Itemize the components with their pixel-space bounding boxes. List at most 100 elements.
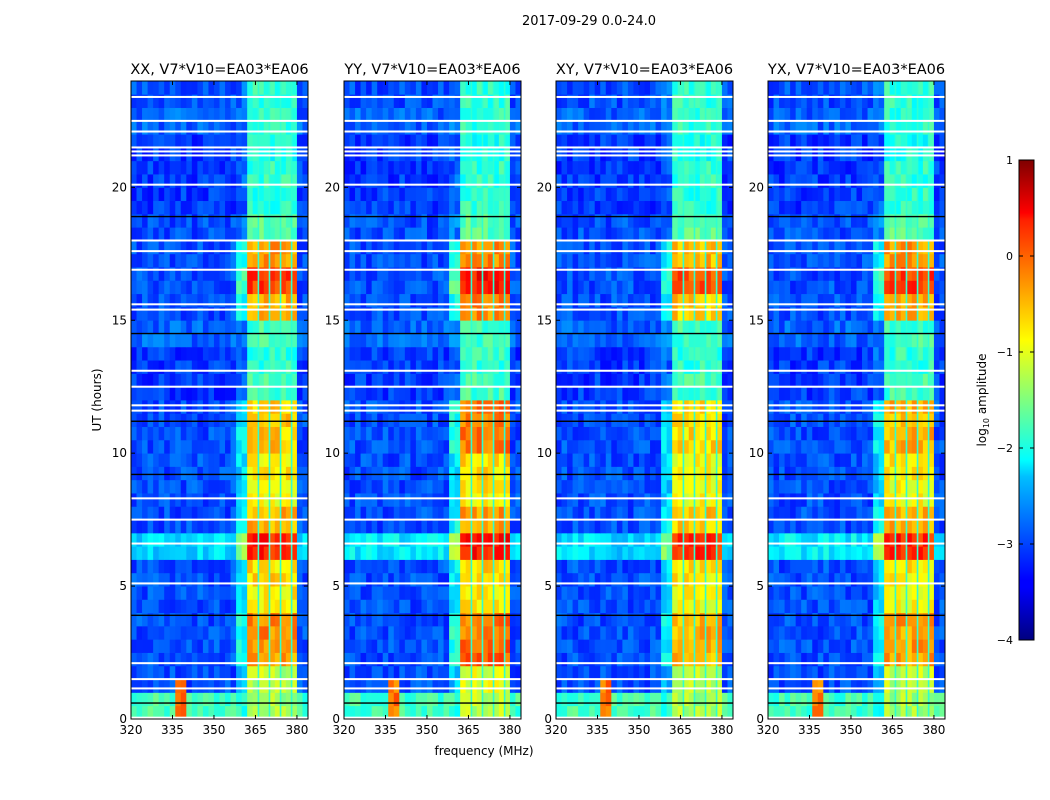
heatmap-cell	[355, 346, 361, 361]
heatmap-cell	[666, 227, 673, 241]
heatmap-cell	[421, 147, 428, 162]
heatmap-cell	[349, 532, 356, 547]
heatmap-cell	[202, 360, 209, 374]
heatmap-cell	[186, 506, 193, 521]
heatmap-cell	[600, 81, 607, 95]
heatmap-cell	[650, 160, 656, 175]
flagged-row	[556, 119, 733, 122]
heatmap-cell	[197, 187, 204, 202]
heatmap-cell	[247, 652, 254, 667]
heatmap-cell	[191, 360, 198, 374]
heatmap-cell	[169, 134, 176, 148]
heatmap-cell	[688, 94, 695, 108]
heatmap-cell	[285, 572, 292, 587]
heatmap-cell	[432, 519, 439, 534]
heatmap-cell	[509, 532, 516, 547]
heatmap-cell	[131, 466, 137, 481]
heatmap-cell	[583, 293, 590, 308]
heatmap-cell	[476, 652, 483, 667]
heatmap-cell	[589, 679, 596, 693]
heatmap-cell	[263, 253, 270, 268]
heatmap-cell	[219, 426, 226, 441]
heatmap-cell	[355, 652, 361, 667]
heatmap-cell	[589, 120, 596, 135]
heatmap-cell	[366, 426, 373, 441]
heatmap-cell	[487, 134, 494, 148]
heatmap-cell	[274, 400, 281, 414]
heatmap-cell	[688, 479, 695, 494]
heatmap-cell	[449, 625, 456, 640]
heatmap-cell	[191, 293, 198, 308]
heatmap-cell	[583, 665, 590, 680]
heatmap-cell	[236, 426, 243, 441]
heatmap-cell	[202, 160, 209, 175]
heatmap-cell	[578, 227, 585, 241]
heatmap-cell	[705, 306, 712, 321]
heatmap-cell	[377, 373, 384, 388]
heatmap-cell	[661, 413, 668, 427]
heatmap-cell	[131, 200, 137, 215]
heatmap-cell	[578, 519, 585, 534]
heatmap-cell	[727, 586, 734, 600]
y-tick-label: 15	[537, 313, 552, 327]
heatmap-cell	[285, 346, 292, 361]
heatmap-cell	[498, 400, 505, 414]
heatmap-cell	[344, 174, 350, 188]
heatmap-cell	[153, 453, 160, 467]
heatmap-cell	[252, 692, 259, 707]
heatmap-cell	[208, 94, 215, 108]
heatmap-cell	[158, 360, 165, 374]
heatmap-cell	[280, 679, 287, 693]
heatmap-cell	[727, 639, 734, 653]
heatmap-cell	[197, 506, 204, 521]
heatmap-cell	[443, 493, 450, 507]
heatmap-cell	[454, 466, 461, 481]
heatmap-cell	[208, 426, 215, 441]
heatmap-cell	[666, 665, 673, 680]
heatmap-cell	[426, 134, 433, 148]
heatmap-cell	[578, 107, 585, 122]
heatmap-cell	[661, 81, 668, 95]
heatmap-cell	[705, 705, 712, 720]
heatmap-cell	[438, 94, 444, 108]
heatmap-cell	[677, 107, 684, 122]
heatmap-cell	[291, 306, 298, 321]
heatmap-cell	[302, 400, 309, 414]
heatmap-cell	[153, 679, 160, 693]
heatmap-cell	[186, 559, 193, 574]
heatmap-cell	[415, 81, 422, 95]
flagged-row	[556, 146, 733, 149]
heatmap-cell	[611, 466, 618, 481]
heatmap-cell	[862, 705, 868, 720]
heatmap-cell	[583, 94, 590, 108]
heatmap-cell	[683, 572, 690, 587]
heatmap-cell	[269, 107, 276, 122]
heatmap-cell	[655, 134, 662, 148]
heatmap-cell	[556, 612, 562, 627]
heatmap-cell	[208, 333, 215, 348]
heatmap-cell	[142, 81, 148, 95]
heatmap-cell	[241, 107, 248, 122]
heatmap-cell	[721, 147, 728, 162]
heatmap-cell	[633, 679, 640, 693]
heatmap-cell	[213, 679, 220, 693]
heatmap-cell	[688, 147, 695, 162]
heatmap-cell	[449, 546, 456, 560]
heatmap-cell	[509, 200, 516, 215]
heatmap-cell	[694, 120, 701, 135]
heatmap-cell	[158, 120, 165, 135]
heatmap-cell	[393, 134, 400, 148]
heatmap-cell	[627, 200, 634, 215]
heatmap-cell	[900, 705, 907, 720]
heatmap-cell	[247, 692, 254, 707]
channel-gap	[290, 81, 293, 719]
heatmap-cell	[727, 479, 734, 494]
heatmap-cell	[710, 253, 717, 268]
heatmap-cell	[175, 546, 182, 560]
heatmap-cell	[471, 120, 478, 135]
heatmap-cell	[355, 160, 361, 175]
heatmap-cell	[465, 599, 472, 614]
heatmap-cell	[594, 586, 601, 600]
heatmap-cell	[721, 586, 728, 600]
heatmap-cell	[285, 705, 292, 720]
